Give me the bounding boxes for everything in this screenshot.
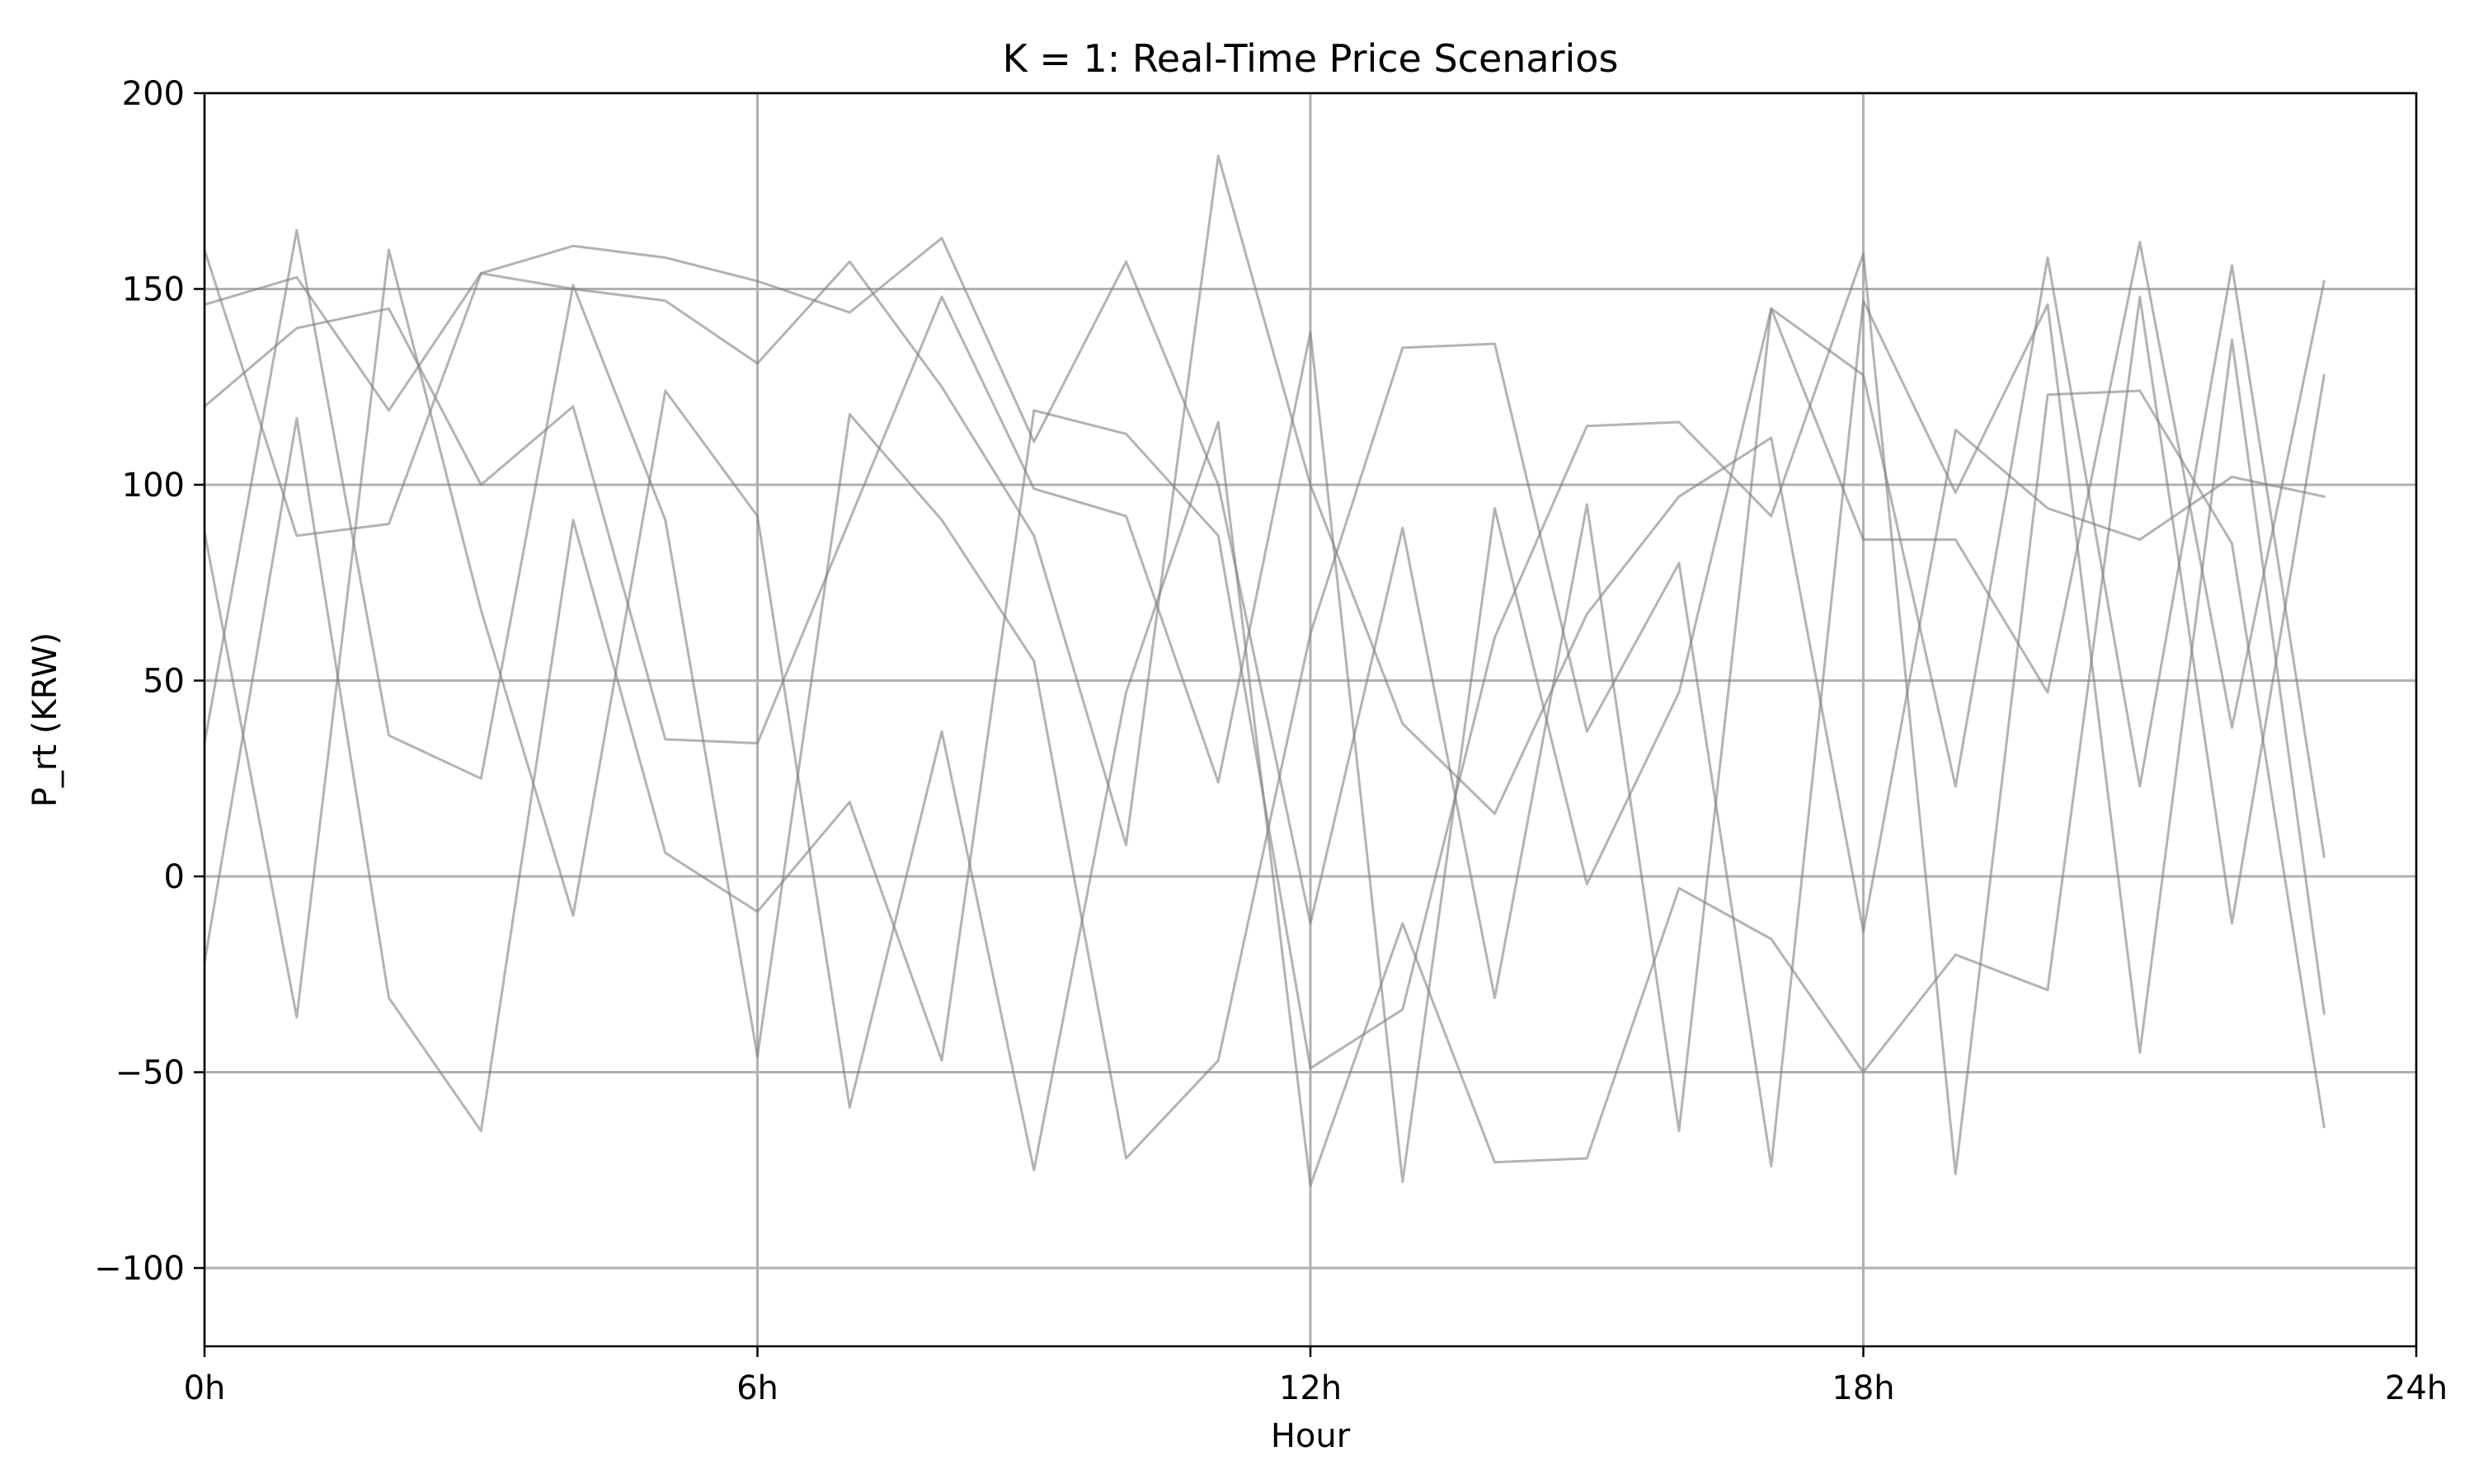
chart-title: K = 1: Real-Time Price Scenarios [1003, 36, 1619, 81]
scenario-line-5 [203, 228, 2326, 1167]
y-axis-label: P_rt (KRW) [26, 632, 64, 807]
y-tick-label: −50 [115, 1054, 185, 1092]
x-tick-label: 12h [1279, 1369, 1342, 1407]
x-axis-label: Hour [1271, 1417, 1351, 1455]
y-tick-label: −100 [94, 1250, 185, 1288]
scenario-line-2 [203, 154, 2326, 932]
y-tick-label: 50 [143, 663, 185, 701]
x-tick-label: 6h [736, 1369, 778, 1407]
x-tick-label: 18h [1832, 1369, 1894, 1407]
y-tick-label: 100 [122, 467, 185, 505]
x-tick-label: 0h [184, 1369, 226, 1407]
series-layer [203, 154, 2326, 1187]
y-tick-label: 200 [122, 75, 185, 113]
y-tick-label: 150 [122, 271, 185, 309]
scenario-line-3 [203, 241, 2326, 1183]
scenario-line-6 [203, 248, 2326, 1187]
y-tick-label: 0 [164, 858, 185, 896]
x-tick-label: 24h [2385, 1369, 2448, 1407]
tick-layer: 0h 6h 12h 18h 24h −100 −50 0 50 100 150 200 [94, 75, 2448, 1407]
scenario-line-1 [203, 237, 2326, 1133]
